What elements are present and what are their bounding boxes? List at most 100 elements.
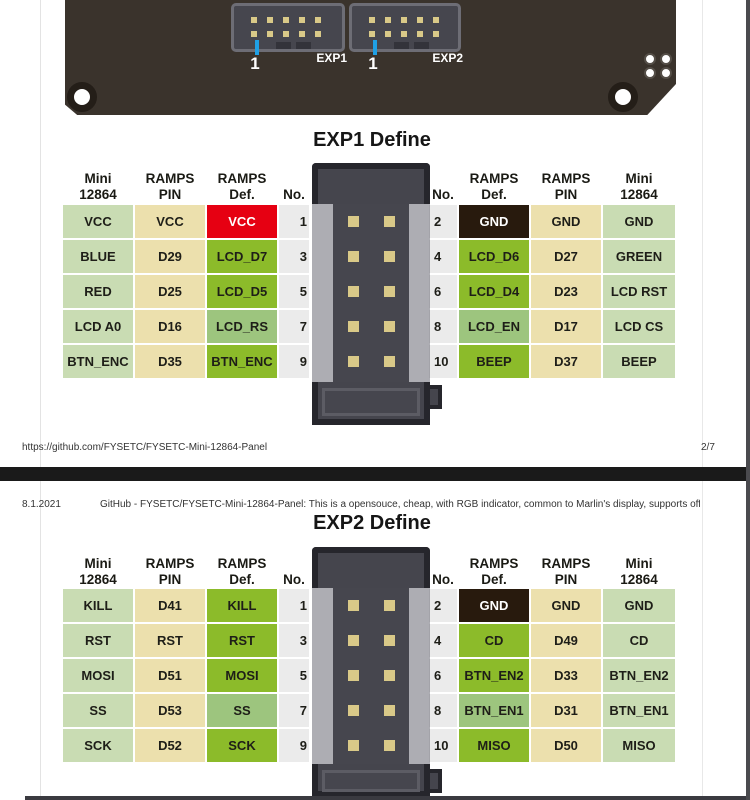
- pin-cell: CD: [459, 624, 529, 657]
- pin-cell: LCD_D7: [207, 240, 277, 273]
- column-header: RAMPS PIN: [541, 171, 591, 202]
- column-header: Mini 12864: [620, 171, 658, 202]
- connector-cavity: [322, 388, 420, 416]
- pin-cell: BTN_EN1: [459, 694, 529, 727]
- pin-number: 5: [279, 659, 309, 692]
- column-header: RAMPS PIN: [541, 556, 591, 587]
- pin-cell: SCK: [63, 729, 133, 762]
- pin-cell: BTN_EN2: [603, 659, 675, 692]
- connector-pin: [299, 31, 305, 37]
- pin-cell: VCC: [135, 205, 205, 238]
- connector-pin: [384, 740, 395, 751]
- mounting-hole: [608, 82, 638, 112]
- pin-cell: D29: [135, 240, 205, 273]
- connector-pin: [299, 17, 305, 23]
- pin-cell: RED: [63, 275, 133, 308]
- pin-number: 7: [279, 310, 309, 343]
- idc-connector-graphic-top: [312, 163, 430, 204]
- pin-number: 1: [279, 205, 309, 238]
- pin-cell: GND: [459, 589, 529, 622]
- pin1-marker-line-exp1: [255, 40, 259, 55]
- pin-cell: D41: [135, 589, 205, 622]
- connector-pin: [348, 286, 359, 297]
- pin-cell: D50: [531, 729, 601, 762]
- connector-pin: [283, 17, 289, 23]
- exp2-define-title: EXP2 Define: [313, 512, 431, 534]
- pin-number: 2: [429, 205, 457, 238]
- pin-cell: KILL: [207, 589, 277, 622]
- connector-key-notch: [430, 385, 442, 409]
- idc-connector-graphic-body: [333, 588, 409, 764]
- pin-cell: LCD RST: [603, 275, 675, 308]
- pin-number: 3: [279, 240, 309, 273]
- connector-pin: [251, 17, 257, 23]
- pin-cell: GND: [603, 589, 675, 622]
- pin-cell: BTN_EN1: [603, 694, 675, 727]
- connector-sidewall: [312, 588, 333, 764]
- pin-number: 4: [429, 624, 457, 657]
- footer-page-number: 2/7: [701, 442, 715, 453]
- connector-pin: [384, 705, 395, 716]
- pin-cell: LCD A0: [63, 310, 133, 343]
- pin-cell: KILL: [63, 589, 133, 622]
- pin-cell: BEEP: [603, 345, 675, 378]
- pcb-image: 1 1 EXP1 EXP2: [65, 0, 676, 115]
- connector-pin: [348, 705, 359, 716]
- pin-cell: VCC: [207, 205, 277, 238]
- connector-sidewall: [409, 588, 430, 764]
- column-header: RAMPS Def.: [469, 556, 519, 587]
- connector-key-notch: [430, 769, 442, 793]
- exp1-silkscreen-label: EXP1: [316, 51, 347, 65]
- pin-cell: BTN_ENC: [207, 345, 277, 378]
- connector-notch: [296, 42, 311, 49]
- exp1-table-header: Mini 12864 RAMPS PIN RAMPS Def. No. No. RAMPS Def…: [63, 160, 675, 203]
- pin-cell: SCK: [207, 729, 277, 762]
- header-document-title: GitHub - FYSETC/FYSETC-Mini-12864-Panel:…: [100, 499, 700, 510]
- connector-pin: [401, 31, 407, 37]
- column-header: No.: [283, 572, 305, 587]
- connector-pin: [348, 670, 359, 681]
- column-header: RAMPS PIN: [145, 171, 195, 202]
- pin-cell: VCC: [63, 205, 133, 238]
- pin-number: 10: [429, 729, 457, 762]
- pin-cell: RST: [207, 624, 277, 657]
- connector-pin: [433, 17, 439, 23]
- column-header: RAMPS Def.: [469, 171, 519, 202]
- exp2-connector-image: [349, 3, 461, 52]
- connector-notch: [414, 42, 429, 49]
- pin-cell: GND: [531, 205, 601, 238]
- column-header: RAMPS PIN: [145, 556, 195, 587]
- page-left-border: [40, 0, 41, 800]
- pin-cell: BLUE: [63, 240, 133, 273]
- connector-pin: [384, 216, 395, 227]
- mounting-hole: [67, 82, 97, 112]
- pin-number: 8: [429, 310, 457, 343]
- pin-cell: MOSI: [63, 659, 133, 692]
- pin-cell: D31: [531, 694, 601, 727]
- alignment-dot: [660, 53, 672, 65]
- exp1-define-title: EXP1 Define: [313, 129, 431, 151]
- connector-pin: [348, 321, 359, 332]
- column-header: No.: [432, 572, 454, 587]
- pin-cell: D27: [531, 240, 601, 273]
- connector-pin: [283, 31, 289, 37]
- connector-pin: [401, 17, 407, 23]
- pin-cell: D53: [135, 694, 205, 727]
- connector-pin: [433, 31, 439, 37]
- pin-cell: CD: [603, 624, 675, 657]
- connector-pin: [384, 286, 395, 297]
- alignment-dot: [644, 67, 656, 79]
- connector-sidewall: [312, 204, 333, 382]
- pin-cell: RST: [135, 624, 205, 657]
- idc-connector-graphic-top: [312, 547, 430, 588]
- pin-number: 7: [279, 694, 309, 727]
- connector-pin: [348, 216, 359, 227]
- pin-cell: D37: [531, 345, 601, 378]
- connector-notch: [276, 42, 291, 49]
- pin-number: 2: [429, 589, 457, 622]
- pin-cell: GND: [459, 205, 529, 238]
- connector-pin: [251, 31, 257, 37]
- connector-pin: [315, 31, 321, 37]
- pin-number: 10: [429, 345, 457, 378]
